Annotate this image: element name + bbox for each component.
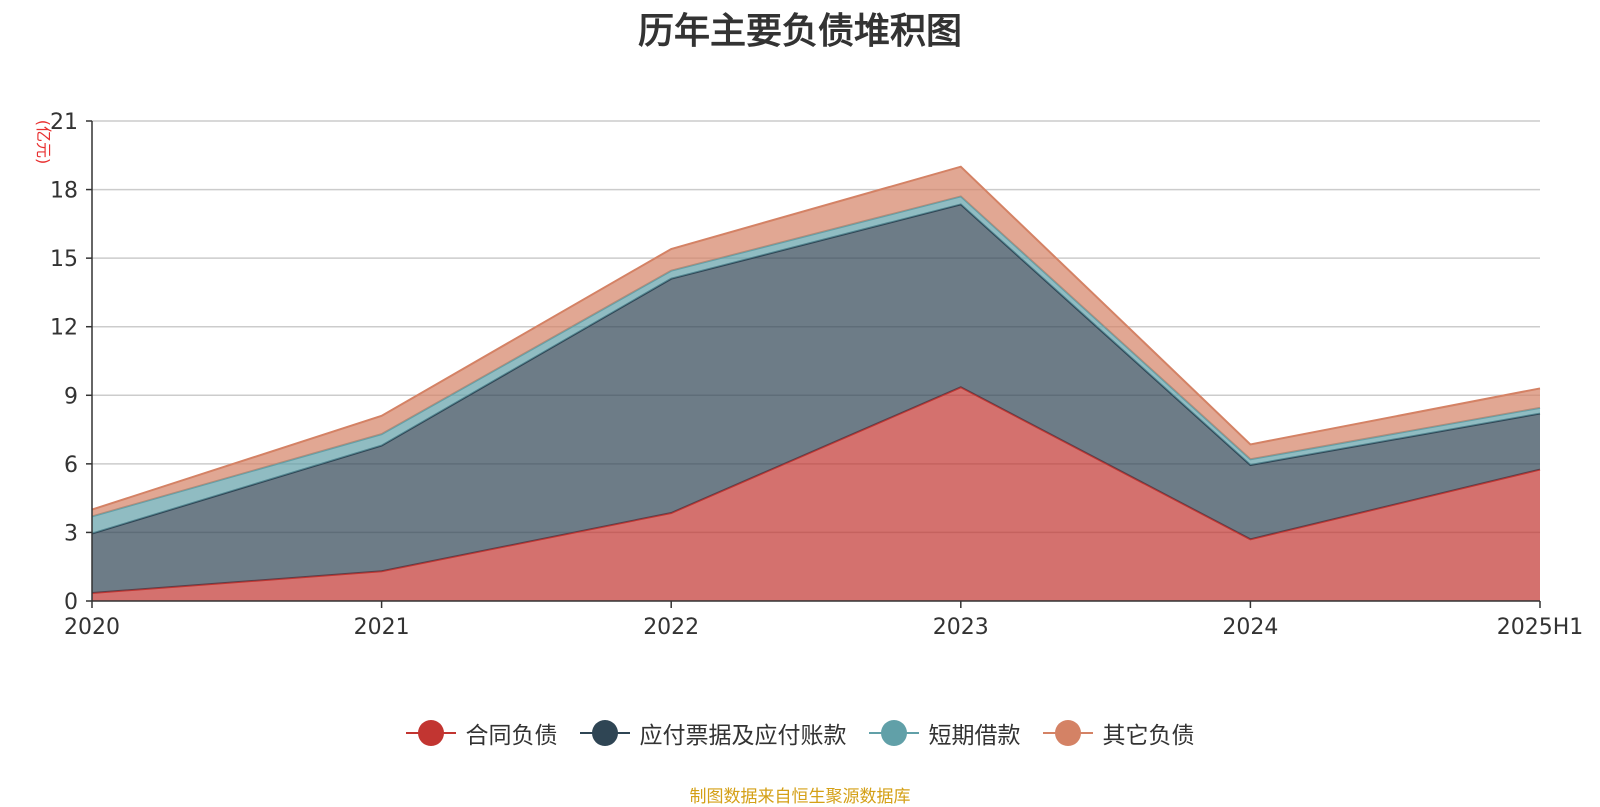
series-line-4 [91, 165, 1541, 511]
y-tick-label: 12 [50, 316, 78, 341]
legend-marker-dot [591, 720, 618, 746]
footer-note: 制图数据来自恒生聚源数据库 [689, 787, 911, 807]
legend-marker-icon [579, 720, 630, 746]
legend: 合同负债 应付票据及应付账款 短期借款 其它负债 [0, 716, 1600, 750]
y-tick-label: 0 [64, 590, 78, 615]
x-tick-label: 2020 [64, 615, 120, 640]
legend-marker-icon [868, 720, 919, 746]
legend-marker-dot [1054, 720, 1081, 746]
legend-item[interactable]: 其它负债 [1042, 716, 1195, 750]
legend-label: 其它负债 [1102, 723, 1195, 749]
series-line-1 [91, 386, 1541, 594]
legend-label: 应付票据及应付账款 [639, 723, 847, 749]
legend-marker-dot [417, 720, 444, 746]
legend-marker-icon [405, 720, 456, 746]
legend-item[interactable]: 合同负债 [405, 716, 558, 750]
legend-marker-icon [1042, 720, 1093, 746]
y-tick-label: 15 [50, 247, 78, 272]
y-axis-unit-label: (亿元) [34, 120, 53, 165]
axes: 0 3 6 9 12 15 18 21 2020 2021 2022 2023 2024 2025H1 [50, 110, 1583, 640]
x-tick-label: 2021 [354, 615, 410, 640]
y-tick-label: 9 [64, 384, 78, 409]
y-tick-label: 18 [50, 179, 78, 204]
y-tick-label: 6 [64, 453, 78, 478]
legend-item[interactable]: 应付票据及应付账款 [579, 716, 847, 750]
x-tick-label: 2022 [643, 615, 699, 640]
x-tick-label: 2025H1 [1497, 615, 1584, 640]
legend-item[interactable]: 短期借款 [868, 716, 1021, 750]
legend-label: 短期借款 [928, 723, 1021, 749]
area-series-2 [92, 204, 1540, 593]
series-line-3 [91, 195, 1541, 518]
legend-marker-dot [880, 720, 907, 746]
chart-title: 历年主要负债堆积图 [637, 11, 962, 52]
legend-label: 合同负债 [465, 723, 558, 749]
area-series-1 [92, 387, 1540, 601]
area-series-group [91, 165, 1541, 601]
y-tick-label: 21 [50, 110, 78, 135]
x-tick-label: 2023 [933, 615, 989, 640]
y-tick-label: 3 [64, 521, 78, 546]
x-tick-label: 2024 [1222, 615, 1278, 640]
